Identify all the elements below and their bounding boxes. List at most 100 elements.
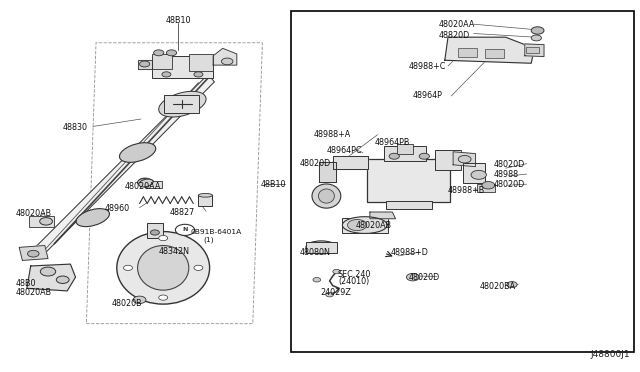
Text: 48020D: 48020D bbox=[494, 180, 525, 189]
Text: 48988+A: 48988+A bbox=[314, 130, 351, 139]
Bar bbox=[29, 216, 54, 227]
Bar bbox=[291, 11, 634, 352]
Circle shape bbox=[419, 153, 429, 159]
Text: 48988+D: 48988+D bbox=[390, 248, 428, 257]
Text: 24029Z: 24029Z bbox=[320, 288, 351, 296]
Circle shape bbox=[458, 155, 471, 163]
Bar bbox=[463, 163, 485, 183]
Text: 48820D: 48820D bbox=[438, 31, 470, 40]
Circle shape bbox=[133, 296, 146, 304]
Ellipse shape bbox=[139, 178, 156, 188]
Circle shape bbox=[138, 179, 150, 186]
Text: 48020D: 48020D bbox=[494, 160, 525, 169]
Polygon shape bbox=[138, 60, 152, 69]
Circle shape bbox=[175, 224, 195, 235]
Circle shape bbox=[326, 292, 333, 297]
Polygon shape bbox=[86, 43, 262, 324]
Circle shape bbox=[56, 276, 69, 283]
Bar bbox=[367, 159, 450, 202]
Polygon shape bbox=[445, 37, 534, 63]
Bar bbox=[485, 49, 504, 58]
Bar bbox=[189, 54, 213, 71]
Ellipse shape bbox=[319, 189, 334, 203]
Text: 48342N: 48342N bbox=[159, 247, 189, 256]
Text: (24010): (24010) bbox=[338, 278, 369, 286]
Text: (1): (1) bbox=[204, 236, 214, 243]
Text: 48827: 48827 bbox=[170, 208, 195, 217]
Text: 48B0: 48B0 bbox=[16, 279, 36, 288]
Circle shape bbox=[333, 269, 340, 274]
Text: SEC.240: SEC.240 bbox=[338, 270, 371, 279]
Ellipse shape bbox=[312, 184, 340, 208]
Text: 48020AB: 48020AB bbox=[16, 209, 52, 218]
Text: 48964PC: 48964PC bbox=[326, 146, 362, 155]
Bar bbox=[342, 218, 388, 232]
Ellipse shape bbox=[116, 231, 210, 304]
Circle shape bbox=[531, 27, 544, 34]
Circle shape bbox=[313, 278, 321, 282]
Circle shape bbox=[194, 265, 203, 270]
Circle shape bbox=[166, 50, 177, 56]
Bar bbox=[198, 195, 212, 206]
Circle shape bbox=[28, 250, 39, 257]
Text: 48020B: 48020B bbox=[112, 299, 143, 308]
Text: 48964P: 48964P bbox=[413, 92, 443, 100]
Circle shape bbox=[150, 230, 159, 235]
Text: 48B10: 48B10 bbox=[261, 180, 287, 189]
Circle shape bbox=[389, 153, 399, 159]
Bar bbox=[146, 181, 162, 188]
Ellipse shape bbox=[76, 209, 109, 227]
Circle shape bbox=[40, 267, 56, 276]
Text: 48988: 48988 bbox=[494, 170, 519, 179]
Bar bbox=[397, 144, 413, 154]
Polygon shape bbox=[453, 152, 476, 167]
Ellipse shape bbox=[306, 241, 337, 254]
Ellipse shape bbox=[159, 92, 206, 117]
Text: 48020D: 48020D bbox=[300, 159, 331, 168]
Circle shape bbox=[221, 58, 233, 65]
Ellipse shape bbox=[139, 179, 153, 187]
Polygon shape bbox=[333, 156, 368, 169]
Bar bbox=[384, 146, 426, 161]
Text: N: N bbox=[182, 227, 188, 232]
Circle shape bbox=[406, 273, 419, 281]
Bar bbox=[306, 242, 337, 253]
Text: 48020AA: 48020AA bbox=[125, 182, 161, 190]
Text: 48988+B: 48988+B bbox=[448, 186, 485, 195]
Polygon shape bbox=[35, 74, 214, 257]
Text: 48020D: 48020D bbox=[408, 273, 440, 282]
Circle shape bbox=[154, 50, 164, 56]
Bar bbox=[526, 47, 539, 53]
Text: 48964PB: 48964PB bbox=[374, 138, 410, 147]
Text: 48B10: 48B10 bbox=[165, 16, 191, 25]
Text: 48020AB: 48020AB bbox=[355, 221, 391, 230]
Bar bbox=[164, 95, 199, 113]
Text: 48020BA: 48020BA bbox=[480, 282, 516, 291]
Circle shape bbox=[507, 282, 517, 288]
Circle shape bbox=[40, 218, 52, 225]
Bar bbox=[435, 150, 461, 170]
Circle shape bbox=[159, 235, 168, 241]
Ellipse shape bbox=[120, 143, 156, 162]
Circle shape bbox=[124, 265, 132, 270]
Circle shape bbox=[531, 35, 541, 41]
Circle shape bbox=[348, 219, 367, 231]
Ellipse shape bbox=[342, 217, 387, 234]
Bar bbox=[152, 54, 172, 69]
Text: 48960: 48960 bbox=[104, 204, 129, 213]
Circle shape bbox=[194, 72, 203, 77]
Text: 48830: 48830 bbox=[63, 123, 88, 132]
Bar bbox=[477, 184, 495, 192]
Text: 48020AA: 48020AA bbox=[438, 20, 475, 29]
Ellipse shape bbox=[138, 246, 189, 290]
Circle shape bbox=[159, 295, 168, 300]
Polygon shape bbox=[19, 246, 48, 260]
Circle shape bbox=[482, 182, 495, 189]
Circle shape bbox=[140, 61, 150, 67]
Polygon shape bbox=[525, 44, 544, 57]
Bar bbox=[152, 56, 213, 78]
Polygon shape bbox=[319, 162, 336, 182]
Text: 0B91B-6401A: 0B91B-6401A bbox=[191, 229, 242, 235]
Polygon shape bbox=[27, 264, 76, 291]
Bar bbox=[386, 201, 432, 209]
